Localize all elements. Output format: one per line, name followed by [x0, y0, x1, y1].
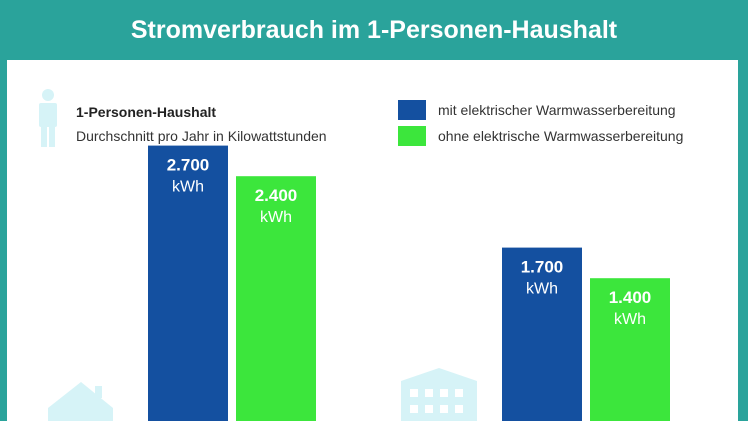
bar-value-label: 2.700 — [167, 156, 210, 175]
bar-unit-label: kWh — [614, 311, 646, 328]
apartment-building-icon — [401, 368, 477, 421]
house-icon — [48, 382, 113, 421]
legend-label-mit: mit elektrischer Warmwasserbereitung — [438, 102, 676, 118]
bar-haus-mit — [148, 145, 228, 421]
bar-unit-label: kWh — [260, 209, 292, 226]
legend-subtitle: Durchschnitt pro Jahr in Kilowattstunden — [76, 128, 327, 144]
legend-label-ohne: ohne elektrische Warmwasserbereitung — [438, 128, 684, 144]
bar-wohnung-mit — [502, 247, 582, 421]
legend-item-ohne: ohne elektrische Warmwasserbereitung — [398, 126, 683, 146]
legend-title: 1-Personen-Haushalt — [76, 104, 217, 120]
header-bar: Stromverbrauch im 1-Personen-Haushalt — [0, 0, 748, 60]
bar-haus-ohne — [236, 176, 316, 421]
bar-unit-label: kWh — [526, 281, 558, 298]
bar-value-label: 1.400 — [609, 288, 652, 307]
page-title: Stromverbrauch im 1-Personen-Haushalt — [130, 15, 618, 44]
bar-value-label: 2.400 — [255, 186, 298, 205]
bar-chart: 2.700 kWh 2.400 kWh 1.700 kWh 1.400 kWh — [48, 145, 670, 421]
bar-value-label: 1.700 — [521, 258, 564, 277]
legend-swatch-mit — [398, 100, 426, 120]
chart-panel: 1-Personen-Haushalt Durchschnitt pro Jah… — [7, 60, 738, 421]
bar-wohnung-ohne — [590, 278, 670, 421]
legend-item-mit: mit elektrischer Warmwasserbereitung — [398, 100, 676, 120]
legend-swatch-ohne — [398, 126, 426, 146]
bar-unit-label: kWh — [172, 179, 204, 196]
person-icon — [39, 89, 57, 147]
